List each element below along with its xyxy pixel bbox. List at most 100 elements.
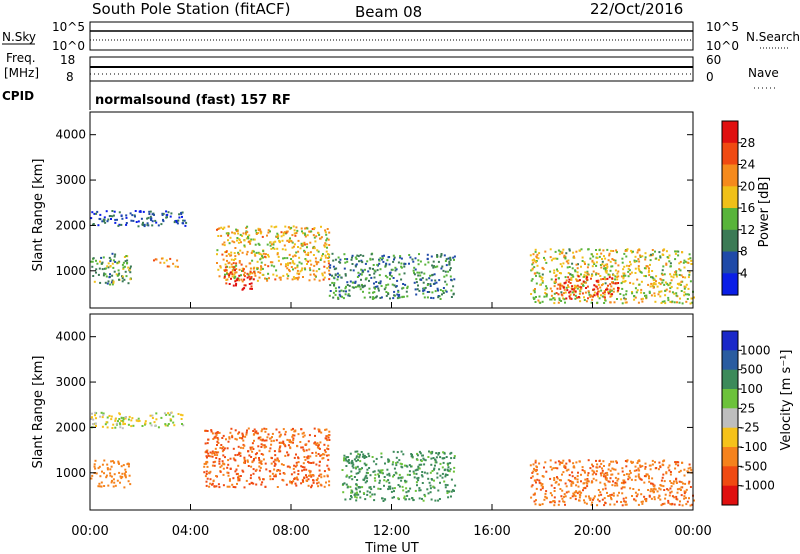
- echo-cell: [234, 429, 237, 432]
- echo-cell: [644, 256, 647, 259]
- echo-cell: [335, 290, 338, 292]
- echo-cell: [603, 482, 606, 485]
- echo-cell: [393, 467, 396, 470]
- echo-cell: [632, 488, 635, 490]
- echo-cell: [431, 264, 434, 267]
- noise-tick-left-bottom: 10^0: [52, 39, 85, 53]
- echo-cell: [597, 295, 599, 298]
- echo-cell: [97, 224, 100, 227]
- echo-cell: [285, 231, 288, 234]
- echo-cell: [614, 468, 617, 471]
- echo-cell: [280, 463, 283, 466]
- echo-cell: [364, 268, 366, 271]
- echo-cell: [536, 478, 539, 481]
- echo-cell: [228, 485, 231, 488]
- echo-cell: [222, 228, 225, 230]
- echo-cell: [685, 300, 688, 303]
- echo-cell: [665, 288, 668, 291]
- y-tick-label: 1000: [55, 466, 86, 480]
- echo-cell: [606, 248, 609, 251]
- echo-cell: [676, 491, 679, 494]
- colorbar-tick-label: 8: [740, 245, 748, 259]
- echo-cell: [339, 295, 342, 298]
- echo-cell: [417, 476, 420, 479]
- echo-cell: [540, 278, 543, 281]
- echo-cell: [585, 300, 588, 303]
- echo-cell: [300, 428, 303, 431]
- echo-cell: [215, 475, 218, 477]
- echo-cell: [124, 270, 127, 273]
- echo-cell: [92, 418, 95, 421]
- echo-cell: [640, 288, 643, 291]
- echo-cell: [584, 271, 587, 274]
- echo-cell: [327, 238, 330, 241]
- echo-cell: [630, 249, 633, 252]
- echo-cell: [290, 258, 293, 260]
- echo-cell: [561, 462, 563, 464]
- echo-cell: [247, 465, 250, 467]
- echo-cell: [569, 290, 572, 293]
- echo-cell: [256, 268, 259, 271]
- echo-cell: [249, 446, 252, 449]
- echo-cell: [114, 260, 117, 263]
- echo-cell: [693, 296, 695, 299]
- echo-cell: [238, 477, 241, 480]
- echo-cell: [270, 247, 273, 250]
- echo-cell: [597, 498, 599, 501]
- echo-cell: [243, 456, 246, 459]
- echo-cell: [243, 486, 246, 489]
- echo-cell: [115, 273, 118, 276]
- echo-cell: [287, 444, 290, 447]
- echo-cell: [665, 263, 668, 266]
- echo-cell: [653, 294, 656, 297]
- echo-cell: [297, 239, 300, 242]
- echo-cell: [372, 296, 375, 299]
- echo-cell: [129, 483, 132, 486]
- echo-cell: [661, 476, 664, 479]
- echo-cell: [648, 480, 651, 483]
- echo-cell: [211, 450, 214, 453]
- echo-cell: [113, 270, 116, 273]
- echo-cell: [240, 263, 243, 266]
- echo-cell: [625, 465, 628, 468]
- echo-cell: [576, 267, 579, 270]
- echo-cell: [269, 447, 272, 450]
- echo-cell: [423, 493, 426, 496]
- echo-cell: [109, 265, 112, 267]
- echo-cell: [226, 272, 228, 275]
- echo-cell: [266, 243, 269, 246]
- echo-cell: [243, 287, 246, 290]
- echo-cell: [355, 455, 358, 458]
- echo-cell: [622, 277, 625, 280]
- echo-cell: [252, 267, 255, 270]
- echo-cell: [371, 456, 374, 458]
- echo-cell: [684, 496, 687, 499]
- echo-cell: [432, 457, 435, 459]
- echo-cell: [91, 412, 93, 415]
- echo-cell: [587, 248, 590, 251]
- echo-cell: [678, 268, 681, 271]
- echo-cell: [292, 255, 295, 258]
- echo-cell: [446, 490, 449, 493]
- echo-cell: [319, 441, 322, 444]
- echo-cell: [273, 226, 276, 229]
- echo-cell: [324, 428, 327, 431]
- echo-cell: [101, 425, 104, 428]
- echo-cell: [603, 475, 605, 478]
- echo-cell: [340, 276, 343, 279]
- echo-cell: [645, 498, 648, 500]
- echo-cell: [588, 497, 591, 500]
- colorbar-swatch: [722, 208, 738, 231]
- echo-cell: [331, 274, 333, 277]
- echo-cell: [634, 255, 637, 258]
- echo-cell: [614, 262, 617, 265]
- echo-cell: [563, 500, 566, 503]
- echo-cell: [564, 301, 566, 304]
- echo-cell: [99, 218, 102, 221]
- echo-cell: [553, 297, 556, 300]
- echo-cell: [94, 467, 97, 470]
- echo-cell: [404, 262, 407, 265]
- echo-cell: [608, 463, 611, 465]
- echo-cell: [249, 287, 252, 290]
- echo-cell: [360, 268, 363, 271]
